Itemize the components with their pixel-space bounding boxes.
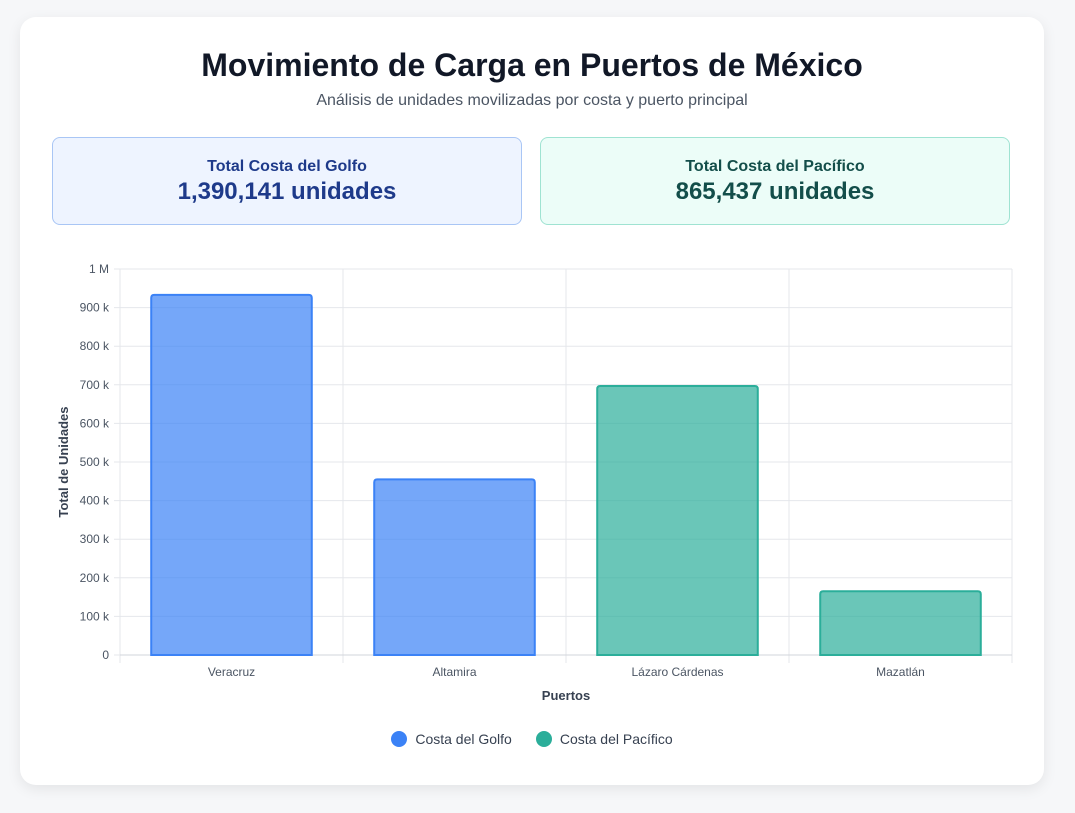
pacific-total-value: 865,437 unidades <box>675 178 875 205</box>
y-tick-label: 300 k <box>80 532 110 546</box>
legend-label-pacific: Costa del Pacífico <box>559 731 673 747</box>
y-axis-title: Total de Unidades <box>56 407 71 518</box>
legend-swatch-pacific <box>535 731 552 747</box>
bar <box>373 478 536 656</box>
gulf-total-card: Total Costa del Golfo 1,390,141 unidades <box>52 137 522 225</box>
legend-swatch-gulf <box>391 731 408 747</box>
legend-item-gulf[interactable]: Costa del Golfo <box>391 731 512 747</box>
y-tick-label: 0 <box>102 648 109 662</box>
page-title: Movimiento de Carga en Puertos de México <box>201 47 863 83</box>
pacific-total-label: Total Costa del Pacífico <box>685 158 865 175</box>
y-tick-label: 800 k <box>80 339 110 353</box>
x-tick-label: Lázaro Cárdenas <box>631 665 723 679</box>
page-subtitle: Análisis de unidades movilizadas por cos… <box>316 92 748 109</box>
x-tick-label: Mazatlán <box>876 665 925 679</box>
y-tick-label: 700 k <box>80 378 110 392</box>
gulf-total-value: 1,390,141 unidades <box>177 178 397 205</box>
legend-label-gulf: Costa del Golfo <box>415 731 512 747</box>
gulf-total-label: Total Costa del Golfo <box>207 158 367 175</box>
chart-legend: Costa del Golfo Costa del Pacífico <box>20 731 1044 747</box>
chart-card: Movimiento de Carga en Puertos de México… <box>20 17 1044 785</box>
y-tick-label: 600 k <box>80 416 110 430</box>
pacific-total-card: Total Costa del Pacífico 865,437 unidade… <box>540 137 1010 225</box>
y-tick-label: 200 k <box>80 571 110 585</box>
x-axis-title: Puertos <box>542 688 590 703</box>
x-tick-label: Altamira <box>432 665 476 679</box>
bar-chart: 0 100 k 200 k 300 k 400 k 500 k 600 k 700 k 800 … <box>56 262 1013 703</box>
y-tick-label: 100 k <box>80 609 110 623</box>
legend-item-pacific[interactable]: Costa del Pacífico <box>535 731 673 747</box>
bar <box>150 293 313 656</box>
x-tick-label: Veracruz <box>208 665 255 679</box>
y-tick-label: 1 M <box>89 262 109 276</box>
bar <box>819 590 982 656</box>
y-tick-label: 900 k <box>80 301 110 315</box>
bar <box>596 384 759 656</box>
y-tick-label: 500 k <box>80 455 110 469</box>
y-tick-label: 400 k <box>80 494 110 508</box>
